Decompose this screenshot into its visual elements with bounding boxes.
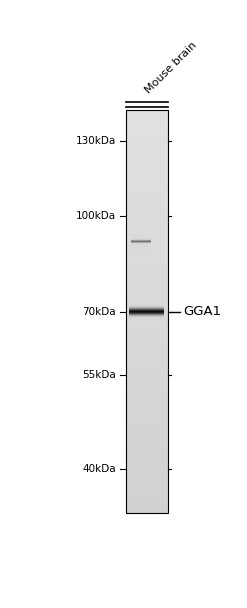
Text: 55kDa: 55kDa xyxy=(82,370,116,380)
Text: 70kDa: 70kDa xyxy=(82,306,116,317)
Text: GGA1: GGA1 xyxy=(183,305,221,318)
Text: 100kDa: 100kDa xyxy=(76,211,116,221)
Text: 40kDa: 40kDa xyxy=(82,463,116,474)
Text: Mouse brain: Mouse brain xyxy=(144,40,199,95)
Text: 130kDa: 130kDa xyxy=(76,136,116,146)
Bar xyxy=(126,111,168,513)
